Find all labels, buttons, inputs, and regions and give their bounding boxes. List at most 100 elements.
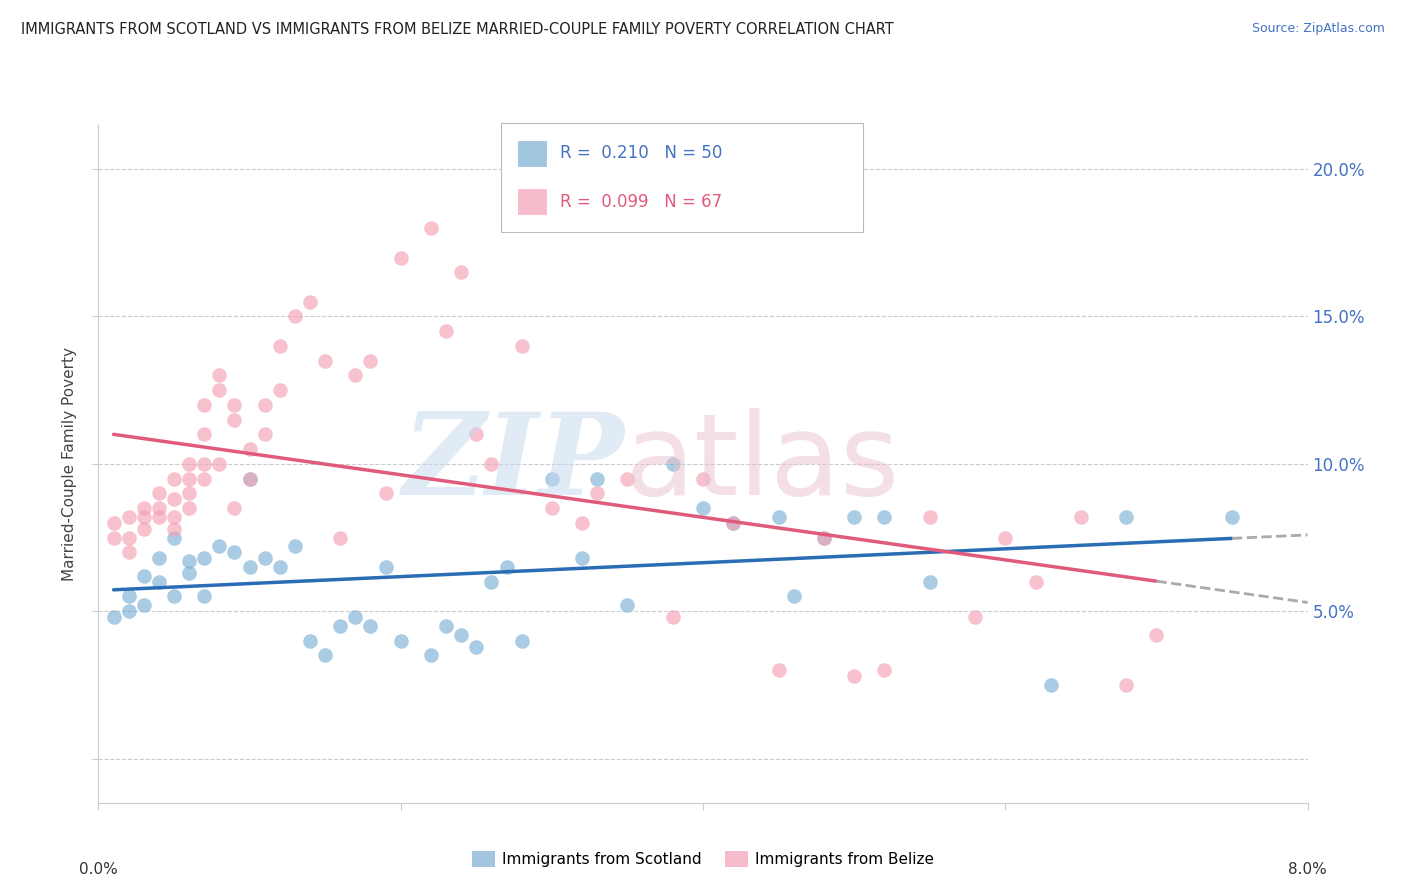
Point bbox=[284, 310, 307, 324]
Point bbox=[541, 472, 564, 486]
Point bbox=[344, 610, 367, 624]
Text: IMMIGRANTS FROM SCOTLAND VS IMMIGRANTS FROM BELIZE MARRIED-COUPLE FAMILY POVERTY: IMMIGRANTS FROM SCOTLAND VS IMMIGRANTS F… bbox=[21, 22, 894, 37]
Point bbox=[163, 492, 186, 507]
Point bbox=[163, 472, 186, 486]
Point bbox=[616, 599, 638, 613]
Point bbox=[132, 501, 155, 516]
Point bbox=[481, 574, 503, 589]
Point bbox=[224, 545, 246, 559]
Point bbox=[118, 604, 141, 618]
Point bbox=[224, 398, 246, 412]
Point bbox=[873, 663, 896, 677]
Point bbox=[224, 412, 246, 426]
Point bbox=[844, 669, 866, 683]
Point bbox=[616, 472, 638, 486]
Point bbox=[163, 531, 186, 545]
Point bbox=[481, 457, 503, 471]
Point bbox=[193, 472, 215, 486]
Point bbox=[571, 551, 593, 566]
Point bbox=[179, 486, 201, 500]
Point bbox=[420, 648, 443, 663]
Point bbox=[179, 554, 201, 568]
Point bbox=[374, 486, 396, 500]
Point bbox=[374, 560, 396, 574]
Point bbox=[450, 265, 472, 279]
Point bbox=[1025, 574, 1047, 589]
Legend: Immigrants from Scotland, Immigrants from Belize: Immigrants from Scotland, Immigrants fro… bbox=[465, 845, 941, 873]
Point bbox=[148, 501, 170, 516]
Point bbox=[1115, 678, 1137, 692]
Point bbox=[389, 251, 412, 265]
Point bbox=[918, 574, 941, 589]
Point bbox=[269, 339, 291, 353]
Text: 0.0%: 0.0% bbox=[79, 862, 118, 877]
Point bbox=[163, 509, 186, 524]
Point bbox=[103, 531, 125, 545]
Text: 8.0%: 8.0% bbox=[1288, 862, 1327, 877]
Point bbox=[208, 368, 231, 383]
Point bbox=[179, 566, 201, 580]
Point bbox=[224, 501, 246, 516]
Point bbox=[541, 501, 564, 516]
Point bbox=[132, 569, 155, 583]
Point bbox=[783, 590, 806, 604]
Point bbox=[239, 472, 262, 486]
Point bbox=[329, 619, 352, 633]
Point bbox=[465, 427, 488, 442]
Point bbox=[118, 509, 141, 524]
Point bbox=[163, 590, 186, 604]
Point bbox=[253, 427, 276, 442]
Point bbox=[495, 560, 517, 574]
Point bbox=[768, 509, 790, 524]
Point bbox=[329, 531, 352, 545]
Point bbox=[193, 427, 215, 442]
Point bbox=[148, 551, 170, 566]
Point bbox=[768, 663, 790, 677]
Point bbox=[813, 531, 835, 545]
Point bbox=[253, 398, 276, 412]
Point bbox=[510, 633, 533, 648]
Point bbox=[1115, 509, 1137, 524]
Point bbox=[193, 590, 215, 604]
Point bbox=[465, 640, 488, 654]
Point bbox=[179, 501, 201, 516]
Point bbox=[360, 619, 382, 633]
Point bbox=[662, 610, 685, 624]
Point bbox=[994, 531, 1017, 545]
Point bbox=[723, 516, 745, 530]
Point bbox=[118, 545, 141, 559]
Text: R =  0.210   N = 50: R = 0.210 N = 50 bbox=[560, 145, 723, 162]
Point bbox=[239, 442, 262, 456]
Text: ZIP: ZIP bbox=[402, 409, 624, 519]
Point bbox=[692, 501, 714, 516]
Point bbox=[873, 509, 896, 524]
Point bbox=[510, 339, 533, 353]
Text: atlas: atlas bbox=[624, 409, 900, 519]
Point bbox=[269, 560, 291, 574]
Point bbox=[208, 457, 231, 471]
Point bbox=[1146, 628, 1168, 642]
Point bbox=[723, 516, 745, 530]
Point bbox=[299, 633, 322, 648]
Point bbox=[1220, 509, 1243, 524]
Point bbox=[314, 648, 336, 663]
Point bbox=[420, 221, 443, 235]
Point bbox=[103, 610, 125, 624]
Point bbox=[918, 509, 941, 524]
Point bbox=[118, 531, 141, 545]
Point bbox=[239, 560, 262, 574]
Point bbox=[193, 398, 215, 412]
Point bbox=[148, 574, 170, 589]
Point bbox=[269, 383, 291, 397]
Text: R =  0.099   N = 67: R = 0.099 N = 67 bbox=[560, 193, 721, 211]
Y-axis label: Married-Couple Family Poverty: Married-Couple Family Poverty bbox=[62, 347, 77, 581]
Point bbox=[132, 522, 155, 536]
Point bbox=[163, 522, 186, 536]
Point bbox=[132, 509, 155, 524]
Point bbox=[434, 324, 457, 338]
Point bbox=[118, 590, 141, 604]
Point bbox=[299, 294, 322, 309]
Point bbox=[103, 516, 125, 530]
Point bbox=[344, 368, 367, 383]
Point bbox=[314, 353, 336, 368]
